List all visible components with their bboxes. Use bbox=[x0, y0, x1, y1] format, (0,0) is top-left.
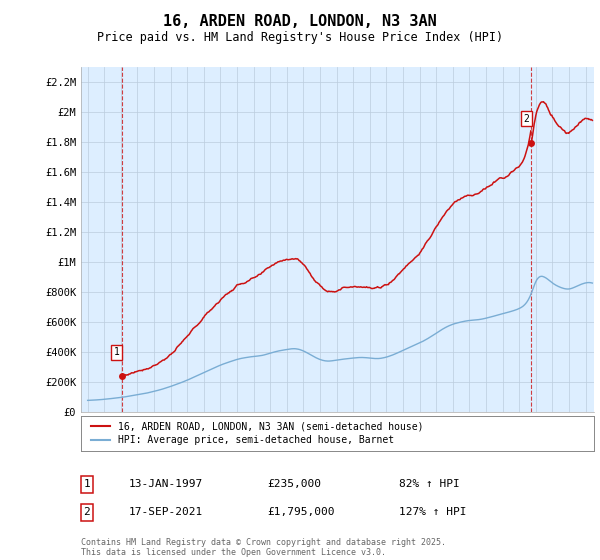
Text: 16, ARDEN ROAD, LONDON, N3 3AN: 16, ARDEN ROAD, LONDON, N3 3AN bbox=[163, 14, 437, 29]
Text: 1: 1 bbox=[83, 479, 91, 489]
Text: 2: 2 bbox=[83, 507, 91, 517]
Text: £235,000: £235,000 bbox=[267, 479, 321, 489]
Text: Contains HM Land Registry data © Crown copyright and database right 2025.
This d: Contains HM Land Registry data © Crown c… bbox=[81, 538, 446, 557]
Text: 2: 2 bbox=[523, 114, 529, 124]
Text: 82% ↑ HPI: 82% ↑ HPI bbox=[399, 479, 460, 489]
Text: 17-SEP-2021: 17-SEP-2021 bbox=[129, 507, 203, 517]
Text: £1,795,000: £1,795,000 bbox=[267, 507, 335, 517]
Text: 1: 1 bbox=[113, 347, 119, 357]
Legend: 16, ARDEN ROAD, LONDON, N3 3AN (semi-detached house), HPI: Average price, semi-d: 16, ARDEN ROAD, LONDON, N3 3AN (semi-det… bbox=[86, 416, 428, 450]
Text: 127% ↑ HPI: 127% ↑ HPI bbox=[399, 507, 467, 517]
Text: 13-JAN-1997: 13-JAN-1997 bbox=[129, 479, 203, 489]
Text: Price paid vs. HM Land Registry's House Price Index (HPI): Price paid vs. HM Land Registry's House … bbox=[97, 31, 503, 44]
